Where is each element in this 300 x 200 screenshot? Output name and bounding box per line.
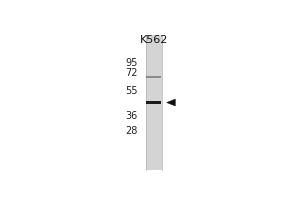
Text: K562: K562: [140, 35, 168, 45]
Polygon shape: [167, 99, 176, 106]
Text: 55: 55: [125, 86, 137, 96]
Text: 72: 72: [125, 68, 137, 78]
Bar: [146, 101, 161, 104]
Text: 95: 95: [125, 58, 137, 68]
Bar: [146, 35, 162, 170]
Bar: [146, 76, 161, 78]
Text: 36: 36: [125, 111, 137, 121]
Text: 28: 28: [125, 126, 137, 136]
